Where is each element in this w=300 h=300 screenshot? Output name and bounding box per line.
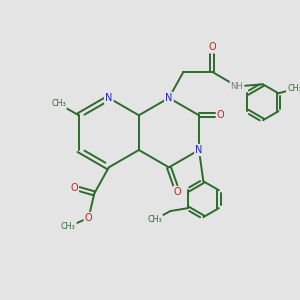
Text: O: O	[70, 183, 78, 193]
Text: O: O	[217, 110, 224, 120]
Text: N: N	[165, 93, 172, 103]
Text: NH: NH	[230, 82, 243, 91]
Text: CH₃: CH₃	[61, 222, 76, 231]
Text: CH₃: CH₃	[51, 99, 66, 108]
Text: O: O	[174, 187, 182, 197]
Text: CH₃: CH₃	[287, 85, 300, 94]
Text: N: N	[105, 93, 112, 103]
Text: CH₃: CH₃	[147, 215, 162, 224]
Text: O: O	[85, 213, 92, 223]
Text: O: O	[208, 42, 216, 52]
Text: N: N	[195, 145, 203, 155]
